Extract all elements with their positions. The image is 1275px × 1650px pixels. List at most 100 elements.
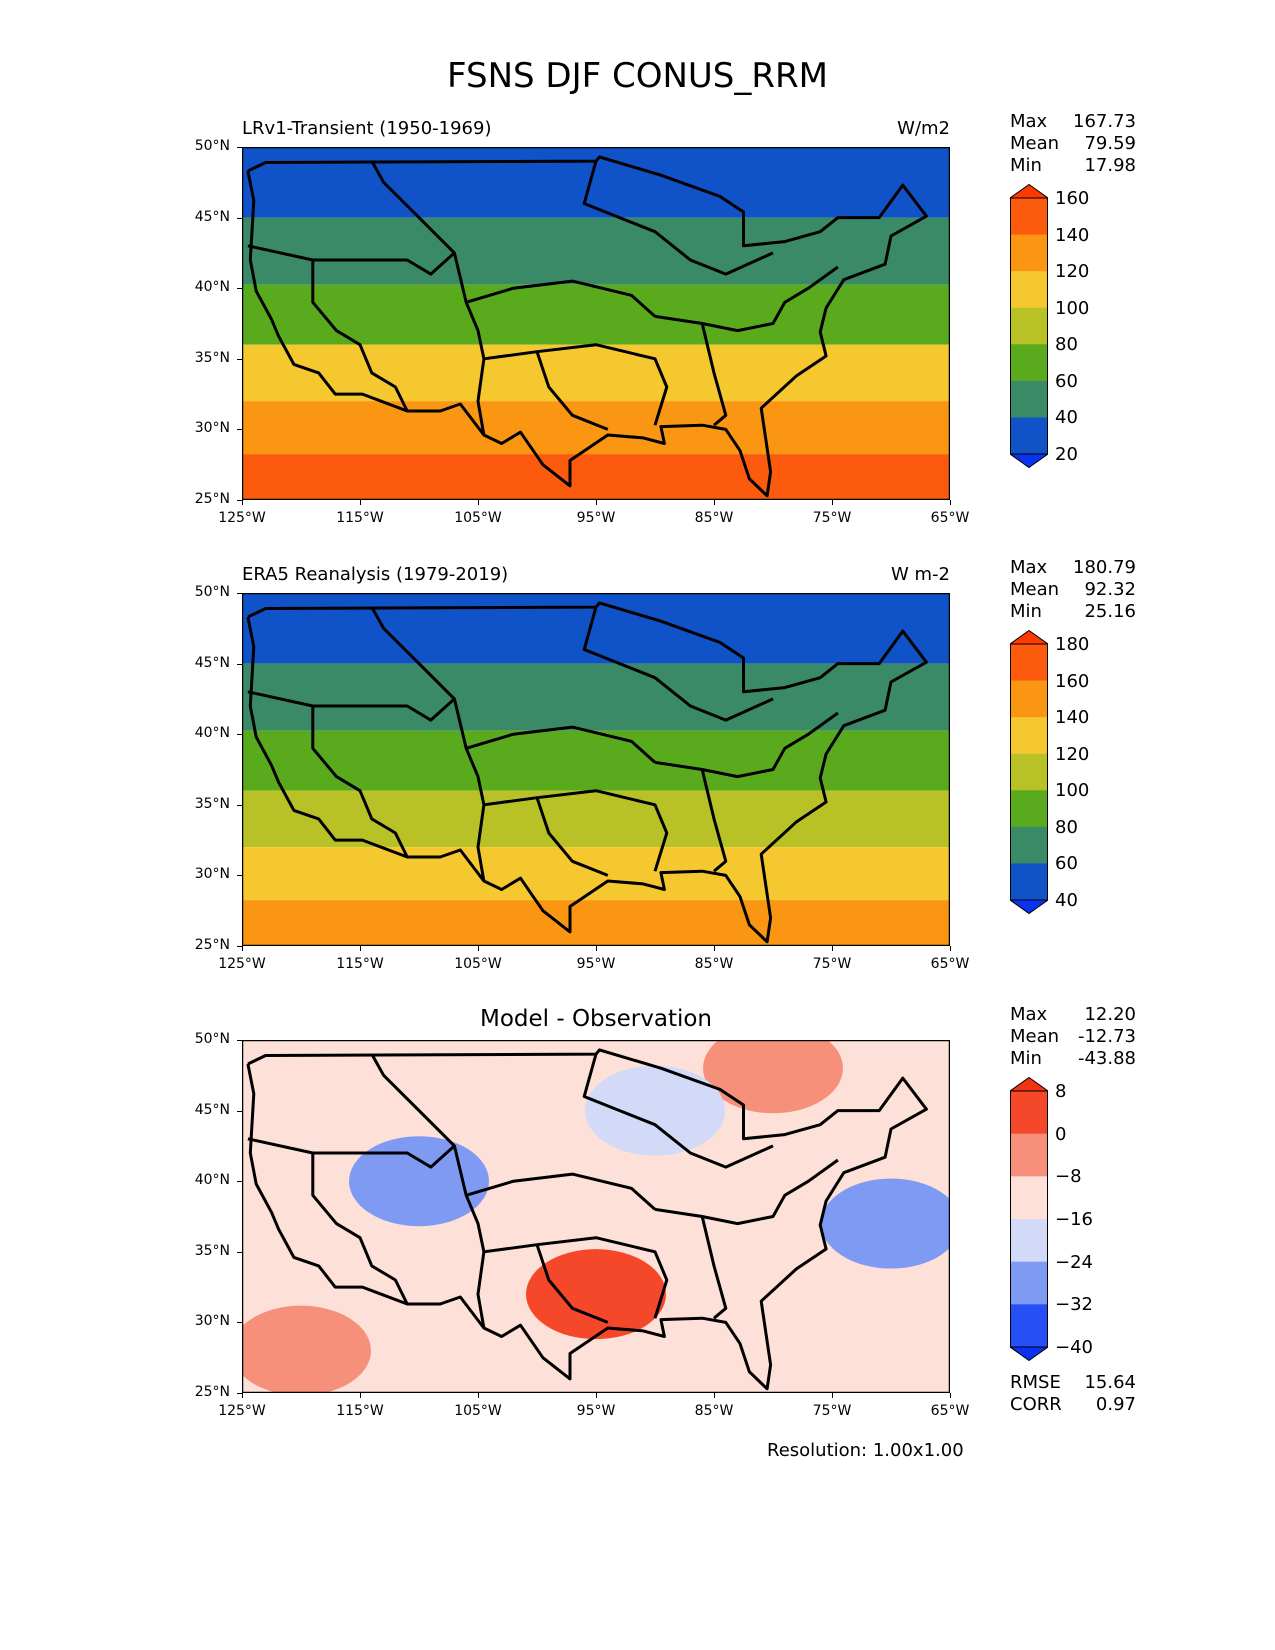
panel1-colorbar-label: 160: [1055, 188, 1090, 209]
panel3-xtick-mark: [242, 1393, 243, 1398]
panel3-colorbar-swatch: [1010, 1304, 1048, 1348]
panel1-colorbar-swatch: [1010, 344, 1048, 382]
panel3-extra-stat-row: CORR 0.97: [1010, 1394, 1136, 1415]
panel2-ytick: 50°N: [194, 584, 230, 600]
panel1-field-band: [242, 344, 950, 402]
panel2-basin-boundary: [247, 606, 456, 722]
panel3-colorbar-border: [1010, 1090, 1048, 1348]
panel1-xtick: 65°W: [930, 510, 970, 526]
panel2-field-band: [242, 847, 950, 901]
panel1-xtick-mark: [596, 500, 597, 505]
panel1-stat-row: Max 167.73: [1010, 111, 1136, 132]
panel1-field-band: [242, 454, 950, 500]
panel3-colorbar-swatch: [1010, 1261, 1048, 1305]
panel3-xtick: 125°W: [218, 1403, 266, 1419]
panel2-xtick: 75°W: [812, 956, 852, 972]
panel3-ytick: 35°N: [194, 1242, 230, 1259]
figure-title: FSNS DJF CONUS_RRM: [447, 56, 828, 96]
panel3-stat-row: Min -43.88: [1010, 1048, 1136, 1069]
panel3-ytick: 45°N: [194, 1101, 230, 1118]
panel2-basin-boundary: [582, 606, 774, 722]
panel2-stats: Max 180.79 Mean 92.32 Min 25.16: [1010, 557, 1136, 623]
panel2-colorbar-swatch: [1010, 863, 1048, 901]
panel2-basin-boundary: [311, 706, 409, 858]
panel1-field-band: [242, 217, 950, 285]
panel3-colorbar-label: −24: [1055, 1251, 1093, 1273]
panel3-xtick-mark: [714, 1393, 715, 1398]
panel3-xtick-mark: [832, 1393, 833, 1398]
panel2-xtick: 95°W: [576, 956, 616, 972]
panel2-xtick-mark: [950, 946, 951, 951]
panel3-extra-stats: RMSE 15.64 CORR 0.97: [1010, 1372, 1136, 1416]
panel1-xtick-mark: [242, 500, 243, 505]
panel3-xtick-mark: [596, 1393, 597, 1398]
panel1-colorbar-under: [1008, 453, 1050, 469]
panel3-ytick-mark: [237, 1322, 242, 1324]
panel1-colorbar-swatch: [1010, 307, 1048, 345]
panel1-map: [241, 146, 951, 501]
panel2-colorbar-swatch: [1010, 826, 1048, 864]
panel1-ytick-mark: [237, 147, 242, 148]
panel3-colorbar-label: −32: [1055, 1294, 1093, 1316]
panel2-colorbar-label: 120: [1055, 743, 1090, 765]
panel1-basin-boundary: [535, 351, 609, 431]
panel3-colorbar-label: −40: [1055, 1337, 1093, 1358]
panel3-xtick-mark: [360, 1393, 361, 1398]
panel3-coastline: [246, 1048, 928, 1391]
panel3-xtick: 105°W: [454, 1403, 502, 1419]
panel1-map-svg: [241, 146, 951, 501]
panel3-xtick-mark: [950, 1393, 951, 1398]
panel1-xtick: 115°W: [336, 510, 384, 526]
panel3-basin-boundary: [452, 1145, 486, 1329]
panel3-field-region: [231, 1305, 371, 1396]
panel3-field-region: [821, 1178, 961, 1269]
panel3-colorbar-swatch: [1010, 1091, 1048, 1135]
panel2-colorbar-label: 180: [1055, 634, 1090, 655]
panel2-ytick-mark: [237, 593, 242, 594]
panel1-basin-boundary: [311, 260, 409, 412]
panel2-ytick: 35°N: [194, 795, 230, 812]
panel3-field-region: [526, 1249, 666, 1340]
panel1-colorbar-label: 100: [1055, 297, 1090, 319]
panel1-ytick-mark: [237, 429, 242, 431]
panel1-ytick-mark: [237, 358, 242, 360]
panel1-basin-boundary: [483, 343, 669, 426]
panel2-title: ERA5 Reanalysis (1979-2019): [242, 564, 509, 585]
panel3-xtick: 85°W: [694, 1403, 734, 1419]
panel2-stat-row: Max 180.79: [1010, 557, 1136, 578]
panel3-basin-boundary: [582, 1053, 774, 1169]
panel1-units: W/m2: [897, 118, 950, 139]
panel2-field-band: [242, 663, 950, 731]
panel2-ytick: 45°N: [194, 654, 230, 671]
panel3-ytick: 30°N: [194, 1313, 230, 1330]
panel3-ytick-mark: [237, 1110, 242, 1112]
panel1-field-band: [242, 284, 950, 345]
panel3-xtick-mark: [478, 1393, 479, 1398]
panel3-basin-boundary: [247, 1053, 456, 1169]
panel1-coastline: [246, 155, 928, 498]
panel1-xtick-mark: [478, 500, 479, 505]
panel3-basin-boundary: [700, 1216, 728, 1320]
panel3-xtick: 115°W: [336, 1403, 384, 1419]
panel1-colorbar: [1008, 183, 1050, 469]
panel2-colorbar-label: 100: [1055, 780, 1090, 802]
panel1-xtick-mark: [714, 500, 715, 505]
panel2-colorbar-border: [1010, 643, 1048, 901]
panel3-ytick: 50°N: [194, 1031, 230, 1047]
panel3-colorbar-under: [1008, 1346, 1050, 1362]
panel1-xtick: 95°W: [576, 510, 616, 526]
panel3-colorbar-label: 8: [1055, 1081, 1067, 1102]
panel2-basin-boundary: [465, 725, 656, 764]
panel1-basin-boundary: [582, 160, 774, 276]
panel1-xtick-mark: [832, 500, 833, 505]
panel2-basin-boundary: [700, 769, 728, 873]
panel1-ytick: 25°N: [194, 491, 230, 507]
panel2-ytick: 40°N: [194, 725, 230, 742]
panel2-xtick: 125°W: [218, 956, 266, 972]
panel3-colorbar-label: −8: [1055, 1166, 1082, 1188]
panel3-field-region: [703, 1023, 843, 1114]
panel1-basin-boundary: [452, 252, 486, 436]
panel3-extra-stat-row: RMSE 15.64: [1010, 1372, 1136, 1393]
panel3-xtick: 75°W: [812, 1403, 852, 1419]
panel3-map: [231, 1023, 961, 1396]
